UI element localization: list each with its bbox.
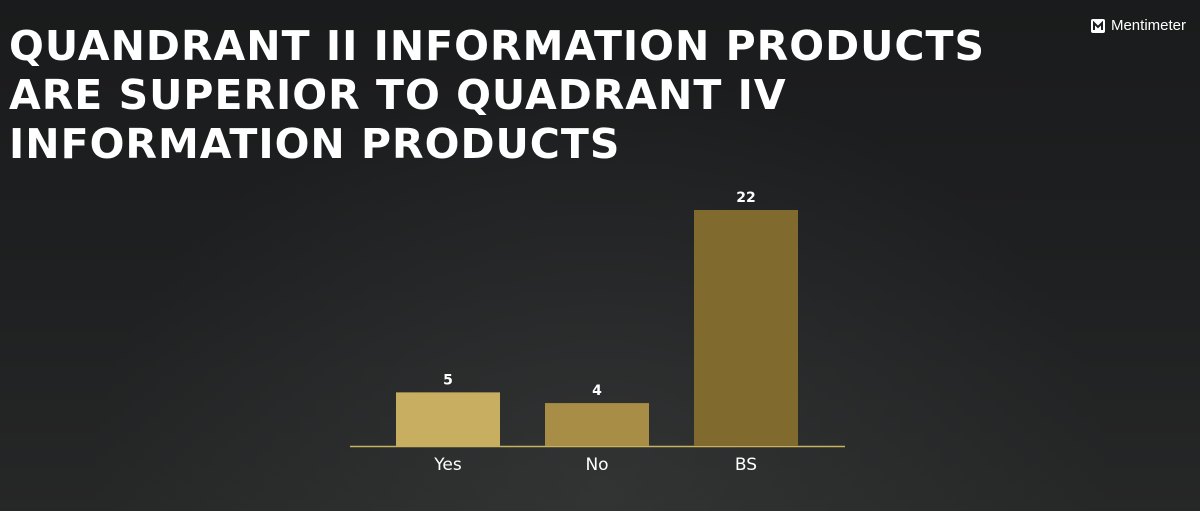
bar-no (545, 403, 649, 446)
slide-title: Quandrant II information products are su… (9, 22, 985, 168)
bar-yes (396, 392, 500, 446)
value-label-bs: 22 (736, 190, 755, 206)
category-label-yes: Yes (433, 455, 462, 475)
bar-bs (694, 210, 798, 446)
category-label-no: No (585, 455, 608, 475)
category-label-bs: BS (735, 455, 757, 475)
value-label-no: 4 (592, 383, 602, 399)
mentimeter-logo-icon (1090, 18, 1105, 33)
brand-logo: Mentimeter (1090, 17, 1186, 34)
value-label-yes: 5 (443, 372, 453, 388)
brand-name: Mentimeter (1110, 17, 1186, 34)
